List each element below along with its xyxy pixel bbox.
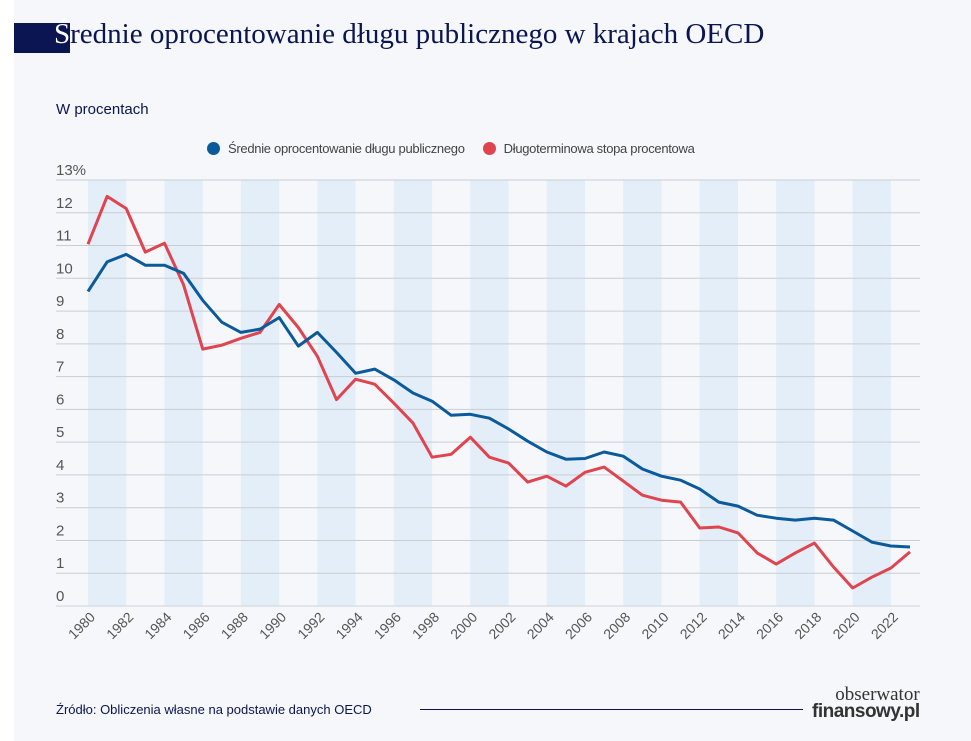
x-tick-label: 1998	[409, 609, 442, 642]
year-band	[240, 180, 280, 606]
year-band	[164, 180, 203, 606]
x-tick-label: 1994	[332, 609, 365, 642]
series-line-2	[86, 194, 911, 590]
source-note: Źródło: Obliczenia własne na podstawie d…	[56, 702, 372, 717]
x-tick-label: 2008	[600, 609, 633, 642]
y-tick-label: 0	[56, 588, 64, 605]
x-tick-label: 1986	[179, 609, 212, 642]
legend: Średnie oprocentowanie długu publicznego…	[207, 141, 695, 156]
title-accent	[14, 23, 70, 53]
y-tick-label: 13%	[56, 162, 86, 179]
x-tick-label: 2012	[676, 609, 709, 642]
x-tick-label: 1990	[256, 609, 289, 642]
legend-item-series1: Średnie oprocentowanie długu publicznego	[207, 141, 465, 156]
x-tick-label: 2018	[791, 609, 824, 642]
x-tick-label: 1980	[65, 609, 98, 642]
year-band	[317, 180, 356, 606]
y-tick-label: 11	[56, 228, 72, 245]
y-tick-label: 12	[56, 195, 73, 212]
x-tick-label: 1992	[294, 609, 327, 642]
x-tick-label: 2004	[524, 609, 557, 642]
x-tick-label: 2022	[868, 609, 901, 642]
x-tick-label: 1984	[141, 609, 174, 642]
x-tick-label: 2020	[829, 609, 862, 642]
x-tick-label: 2000	[447, 609, 480, 642]
y-tick-label: 7	[56, 359, 64, 376]
series-line-1	[86, 252, 911, 549]
y-tick-label: 4	[56, 457, 64, 474]
year-band	[776, 180, 815, 606]
year-band	[623, 180, 662, 606]
x-tick-label: 2014	[715, 609, 748, 642]
y-tick-label: 10	[56, 260, 73, 277]
x-tick-label: 2010	[638, 609, 671, 642]
year-band	[470, 180, 509, 606]
y-tick-label: 1	[56, 555, 64, 572]
y-tick-label: 3	[56, 490, 64, 507]
legend-dot-series2	[482, 142, 496, 155]
x-tick-label: 1996	[371, 609, 404, 642]
x-tick-label: 1988	[218, 609, 251, 642]
x-tick-label: 1982	[103, 609, 136, 642]
legend-item-series2: Długoterminowa stopa procentowa	[482, 141, 695, 156]
y-tick-label: 5	[56, 424, 64, 441]
legend-dot-series1	[207, 142, 220, 155]
source-divider	[420, 709, 803, 710]
chart-title: Średnie oprocentowanie długu publicznego…	[54, 18, 765, 50]
x-tick-label: 2006	[562, 609, 595, 642]
year-band	[546, 180, 586, 606]
year-band	[699, 180, 738, 606]
y-tick-label: 6	[56, 391, 64, 408]
y-tick-label: 8	[56, 326, 64, 343]
year-band	[88, 180, 127, 606]
y-axis-unit-label: W procentach	[56, 101, 149, 118]
y-tick-label: 2	[56, 522, 64, 539]
y-tick-label: 9	[56, 293, 64, 310]
logo: obserwator finansowy.pl	[812, 684, 920, 722]
x-tick-label: 2002	[485, 609, 518, 642]
x-tick-label: 2016	[753, 609, 786, 642]
